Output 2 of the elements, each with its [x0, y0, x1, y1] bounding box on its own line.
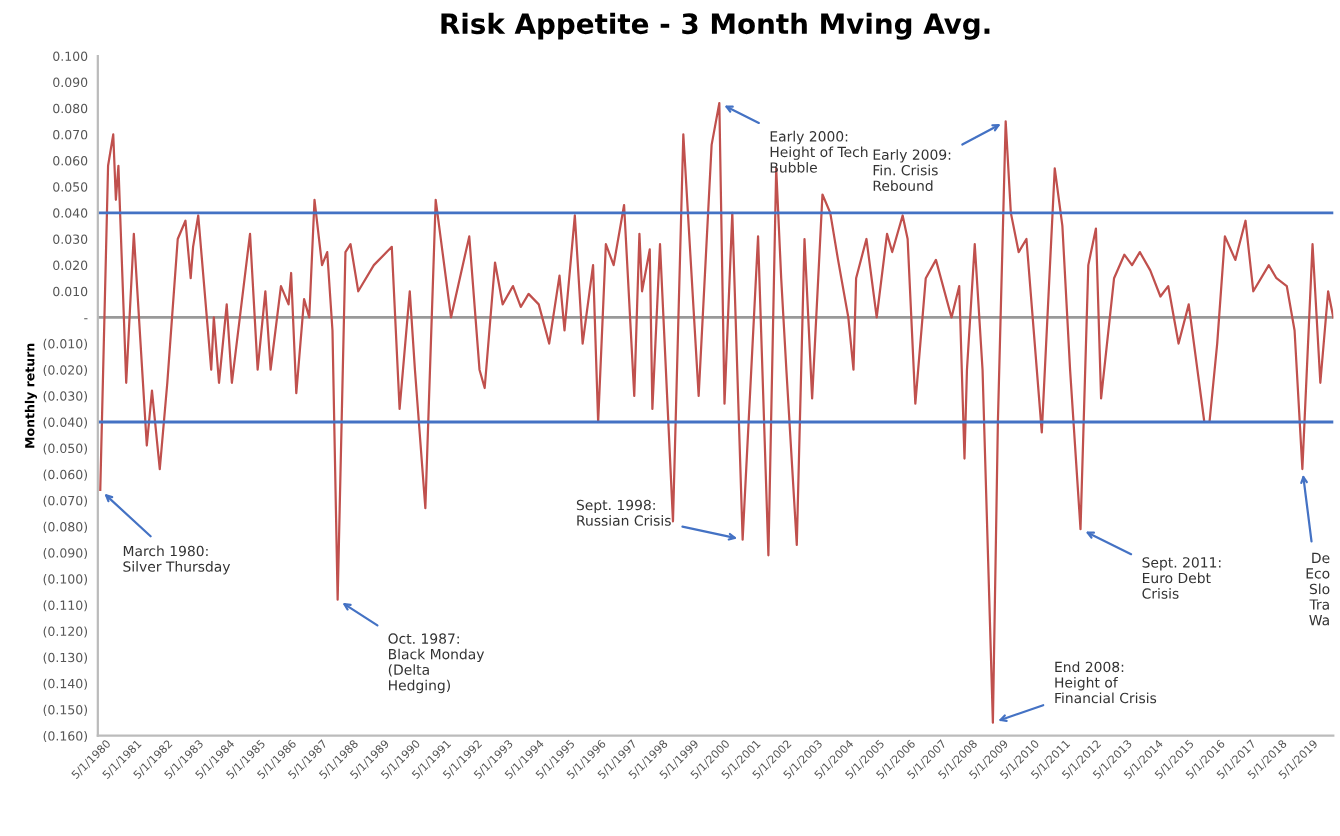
line-series	[99, 101, 1334, 724]
chart-title: Risk Appetite - 3 Month Mving Avg.	[441, 12, 990, 40]
